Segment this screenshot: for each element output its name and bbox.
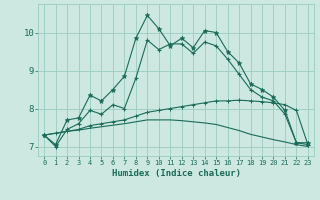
X-axis label: Humidex (Indice chaleur): Humidex (Indice chaleur) — [111, 169, 241, 178]
